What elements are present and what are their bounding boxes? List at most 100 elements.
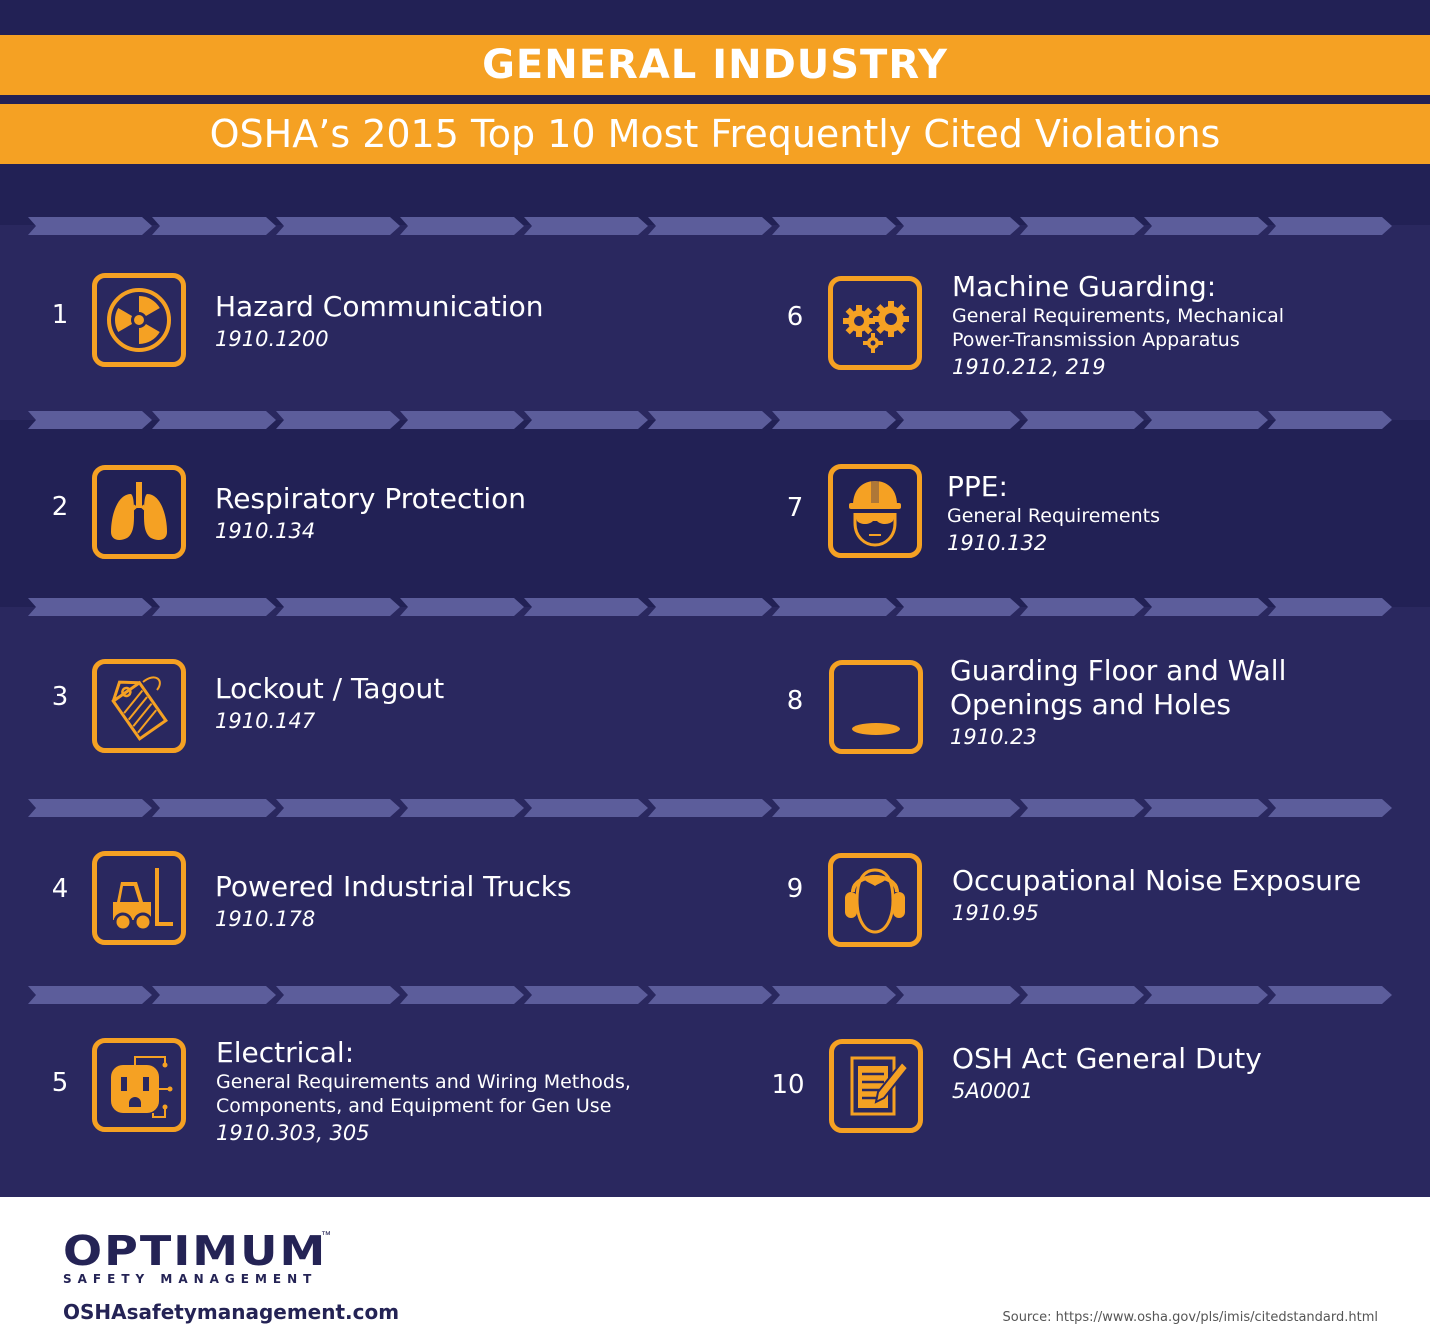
outlet-icon: [92, 1038, 186, 1132]
divider-chevron: [896, 411, 1020, 429]
divider: [28, 411, 1396, 429]
divider-chevron: [772, 986, 896, 1004]
divider-chevron: [1144, 217, 1268, 235]
violation-subtitle: General Requirements and Wiring Methods,: [216, 1071, 631, 1093]
rank-number: 8: [786, 686, 804, 716]
divider-chevron: [276, 598, 400, 616]
violation-title: Respiratory Protection: [215, 482, 526, 515]
rank-number: 6: [786, 302, 804, 332]
divider-chevron: [1268, 411, 1392, 429]
violation-title: Lockout / Tagout: [215, 672, 445, 705]
radiation-icon: [92, 273, 186, 367]
violation-text: Powered Industrial Trucks 1910.178: [215, 870, 572, 934]
floor-hole-icon: [829, 660, 923, 754]
violation-code: 1910.23: [950, 725, 1037, 749]
violation-title: PPE:: [947, 470, 1008, 503]
lungs-icon: [92, 465, 186, 559]
divider-chevron: [1144, 799, 1268, 817]
violation-subtitle: General Requirements: [947, 505, 1161, 527]
violation-title: Electrical:: [216, 1036, 355, 1069]
divider-chevron: [400, 411, 524, 429]
divider-chevron: [896, 799, 1020, 817]
divider: [28, 799, 1396, 817]
divider-chevron: [152, 217, 276, 235]
logo-trademark: ™: [321, 1230, 331, 1241]
footer-url[interactable]: OSHAsafetymanagement.com: [63, 1300, 400, 1324]
page-subtitle: OSHA’s 2015 Top 10 Most Frequently Cited…: [0, 104, 1430, 164]
rank-number: 3: [51, 682, 69, 712]
violation-title: Occupational Noise Exposure: [952, 864, 1362, 897]
divider-chevron: [524, 598, 648, 616]
violation-title: Powered Industrial Trucks: [215, 870, 572, 903]
divider-chevron: [648, 217, 772, 235]
rank-number: 9: [786, 874, 804, 904]
divider-chevron: [1020, 411, 1144, 429]
violation-text: Electrical: General Requirements and Wir…: [216, 1036, 631, 1148]
row-band-2: [0, 420, 1430, 607]
violation-text: Occupational Noise Exposure 1910.95: [952, 864, 1361, 928]
rank-number: 4: [51, 874, 69, 904]
footer-source: Source: https://www.osha.gov/pls/imis/ci…: [1002, 1310, 1378, 1325]
divider-chevron: [772, 598, 896, 616]
row-band-1: [0, 225, 1430, 420]
divider-chevron: [648, 411, 772, 429]
divider-chevron: [1020, 986, 1144, 1004]
rank-number: 5: [51, 1068, 69, 1098]
violation-code: 1910.95: [952, 901, 1039, 925]
divider-chevron: [276, 217, 400, 235]
divider-chevron: [1268, 986, 1392, 1004]
logo-wordmark: OPTIMUM: [63, 1226, 328, 1275]
violation-text: PPE: General Requirements 1910.132: [947, 470, 1160, 558]
divider-chevron: [648, 986, 772, 1004]
divider: [28, 986, 1396, 1004]
tag-icon: [92, 659, 186, 753]
logo: OPTIMUM ™ SAFETY MANAGEMENT: [63, 1226, 331, 1286]
divider: [28, 217, 1396, 235]
divider-chevron: [772, 217, 896, 235]
divider-chevron: [1020, 217, 1144, 235]
divider-chevron: [400, 217, 524, 235]
divider-chevron: [1268, 799, 1392, 817]
violation-code: 1910.132: [947, 531, 1048, 555]
divider-chevron: [28, 598, 152, 616]
violation-code: 1910.147: [215, 709, 316, 733]
row-band-3: [0, 607, 1430, 1197]
divider-chevron: [152, 986, 276, 1004]
divider-chevron: [400, 799, 524, 817]
document-icon: [829, 1039, 923, 1133]
violation-text: OSH Act General Duty 5A0001: [952, 1042, 1262, 1106]
divider-chevron: [28, 986, 152, 1004]
earmuffs-icon: [828, 853, 922, 947]
divider-chevron: [28, 799, 152, 817]
divider-chevron: [1144, 411, 1268, 429]
rank-number: 10: [771, 1070, 805, 1100]
divider-chevron: [772, 411, 896, 429]
gears-icon: [828, 276, 922, 370]
violation-subtitle: General Requirements, Mechanical: [952, 305, 1284, 327]
divider-chevron: [1144, 986, 1268, 1004]
divider-chevron: [1268, 217, 1392, 235]
violation-title: Openings and Holes: [950, 688, 1231, 721]
divider-chevron: [28, 411, 152, 429]
divider-chevron: [1020, 598, 1144, 616]
violation-code: 1910.1200: [215, 327, 329, 351]
divider-chevron: [152, 598, 276, 616]
divider-chevron: [524, 217, 648, 235]
divider-chevron: [400, 598, 524, 616]
divider-chevron: [276, 986, 400, 1004]
violation-text: Hazard Communication 1910.1200: [215, 290, 543, 354]
violation-title: Machine Guarding:: [952, 270, 1217, 303]
divider-chevron: [1144, 598, 1268, 616]
divider-chevron: [276, 411, 400, 429]
rank-number: 1: [51, 300, 69, 330]
divider-chevron: [276, 799, 400, 817]
divider-chevron: [400, 986, 524, 1004]
violation-text: Guarding Floor and Wall Openings and Hol…: [950, 654, 1286, 752]
divider-chevron: [28, 217, 152, 235]
violation-title: OSH Act General Duty: [952, 1042, 1262, 1075]
violation-code: 1910.212, 219: [952, 355, 1106, 379]
violation-text: Lockout / Tagout 1910.147: [215, 672, 444, 736]
divider-chevron: [1268, 598, 1392, 616]
divider: [28, 598, 1396, 616]
